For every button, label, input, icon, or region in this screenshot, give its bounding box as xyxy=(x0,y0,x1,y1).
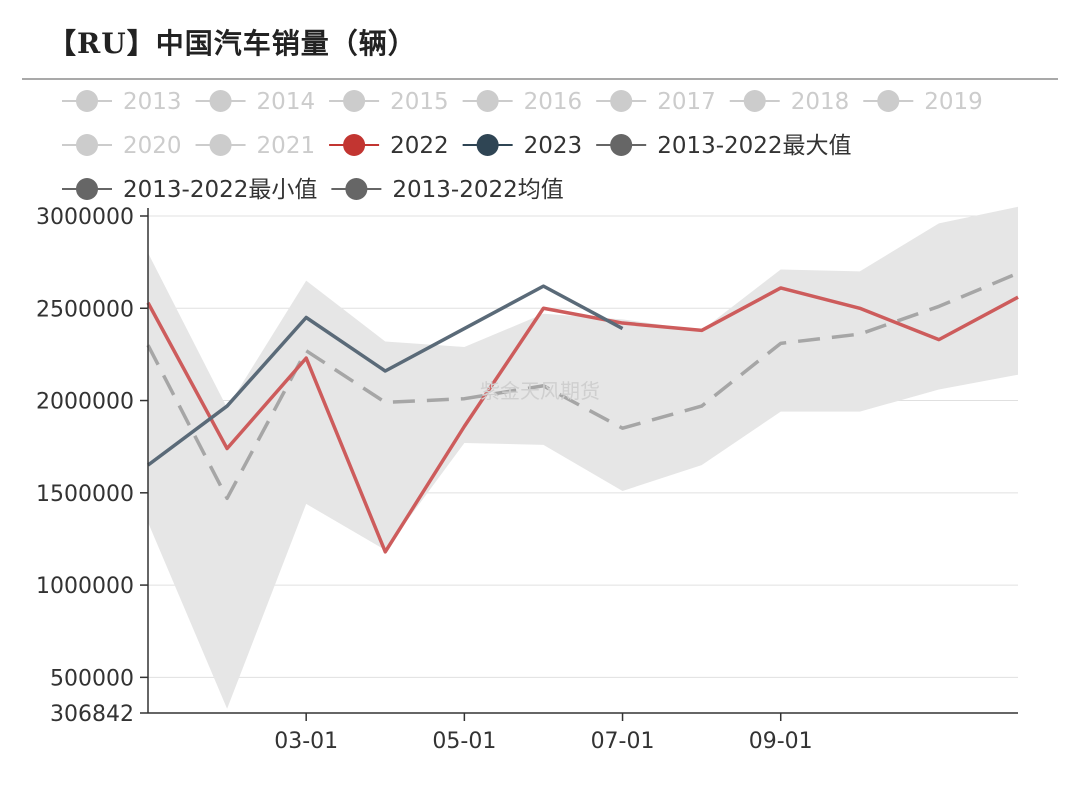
legend-item-2020[interactable]: 2020 xyxy=(62,133,182,159)
x-tick-label: 03-01 xyxy=(274,729,338,754)
band-area-max-min xyxy=(148,206,1018,709)
chart-title: 【RU】中国汽车销量（辆） xyxy=(48,27,417,60)
legend-label: 2017 xyxy=(657,89,716,115)
legend-item-2013[interactable]: 2013 xyxy=(62,89,182,115)
legend-label: 2022 xyxy=(390,133,449,159)
legend-label: 2013-2022均值 xyxy=(392,177,563,203)
legend-marker xyxy=(343,134,366,156)
x-tick-label: 05-01 xyxy=(432,729,496,754)
legend-item-2013-2022最小值[interactable]: 2013-2022最小值 xyxy=(62,177,317,203)
watermark-text: 紫金天风期货 xyxy=(480,379,600,403)
legend-marker xyxy=(476,90,499,112)
legend-marker xyxy=(76,178,98,200)
x-tick-label: 09-01 xyxy=(749,729,813,754)
x-tick-label: 07-01 xyxy=(591,729,655,754)
legend-item-2013-2022均值[interactable]: 2013-2022均值 xyxy=(331,177,564,203)
y-tick-label: 2000000 xyxy=(36,390,134,415)
title-divider xyxy=(22,78,1058,80)
legend-item-2013-2022最大值[interactable]: 2013-2022最大值 xyxy=(596,133,852,159)
legend-item-2021[interactable]: 2021 xyxy=(195,133,316,159)
legend-item-2016[interactable]: 2016 xyxy=(462,89,583,115)
legend-marker xyxy=(476,134,499,156)
series-lines xyxy=(146,271,1019,554)
legend-marker xyxy=(610,90,633,112)
legend-label: 2016 xyxy=(524,89,583,115)
legend-marker xyxy=(610,134,633,156)
min-max-band xyxy=(148,206,1018,709)
legend-label: 2013-2022最大值 xyxy=(657,133,851,159)
y-tick-label: 1500000 xyxy=(36,482,134,507)
y-tick-label: 3000000 xyxy=(36,205,134,230)
legend-label: 2020 xyxy=(123,133,182,159)
series-line-2023 xyxy=(146,284,624,467)
legend-item-2022[interactable]: 2022 xyxy=(329,133,449,159)
legend-label: 2023 xyxy=(524,133,583,159)
legend-marker xyxy=(76,90,98,112)
axes: 3000000 2500000 2000000 1500000 1000000 50000… xyxy=(36,205,1018,754)
y-tick-label: 306842 xyxy=(50,702,134,727)
y-tick-label: 500000 xyxy=(50,666,134,691)
legend-item-2014[interactable]: 2014 xyxy=(195,89,316,115)
legend-label: 2014 xyxy=(257,89,316,115)
legend-label: 2015 xyxy=(390,89,449,115)
legend-marker xyxy=(76,134,98,156)
legend-item-2017[interactable]: 2017 xyxy=(596,89,716,115)
legend-marker xyxy=(209,90,232,112)
legend-item-2023[interactable]: 2023 xyxy=(462,133,583,159)
y-tick-label: 1000000 xyxy=(36,574,134,599)
legend-label: 2013-2022最小值 xyxy=(123,177,317,203)
legend-label: 2019 xyxy=(924,89,983,115)
y-tick-label: 2500000 xyxy=(36,297,134,322)
legend-marker xyxy=(209,134,232,156)
legend-item-2019[interactable]: 2019 xyxy=(863,89,983,115)
legend-label: 2013 xyxy=(123,89,182,115)
legend-label: 2018 xyxy=(791,89,850,115)
legend: 2013 2014 2015 2016 2017 2018 2019 2020 2021 2022… xyxy=(62,89,983,203)
legend-marker xyxy=(343,90,366,112)
legend-marker xyxy=(877,90,900,112)
legend-item-2018[interactable]: 2018 xyxy=(729,89,850,115)
legend-marker xyxy=(743,90,766,112)
legend-marker xyxy=(345,178,368,200)
legend-label: 2021 xyxy=(257,133,316,159)
series-line-2022 xyxy=(146,286,1019,554)
legend-item-2015[interactable]: 2015 xyxy=(329,89,449,115)
